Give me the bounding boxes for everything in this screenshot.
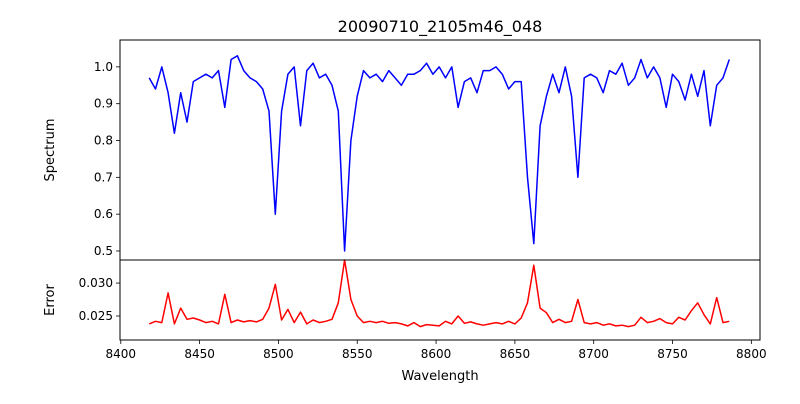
- chart-title: 20090710_2105m46_048: [338, 17, 543, 37]
- spectrum-axes: 0.5 0.6 0.7 0.8 0.9 1.0: [94, 39, 761, 261]
- xtick-label: 8800: [736, 347, 767, 361]
- ytick-label: 0.9: [94, 97, 113, 111]
- error-axes: 0.025 0.030 8400 8450 8500 8550 8600 8650 8700 87…: [79, 259, 767, 361]
- xtick-label: 8500: [263, 347, 294, 361]
- xtick-label: 8650: [500, 347, 531, 361]
- error-ylabel: Error: [43, 284, 58, 316]
- ytick-label: 0.5: [94, 244, 113, 258]
- axes-frame: [119, 259, 761, 341]
- xlabel: Wavelength: [401, 369, 478, 384]
- ytick-label: 0.8: [94, 134, 113, 148]
- ytick-label: 0.025: [79, 309, 113, 323]
- ytick-label: 1.0: [94, 60, 113, 74]
- xtick-label: 8550: [342, 347, 373, 361]
- error-line: [148, 259, 730, 328]
- spectrum-line: [148, 55, 731, 252]
- spectrum-ylabel: Spectrum: [43, 119, 58, 182]
- xtick-label: 8750: [657, 347, 688, 361]
- xtick-label: 8400: [106, 347, 137, 361]
- xtick-label: 8600: [421, 347, 452, 361]
- xtick-label: 8700: [578, 347, 609, 361]
- ytick-label: 0.7: [94, 170, 113, 184]
- xtick-label: 8450: [184, 347, 215, 361]
- ytick-label: 0.030: [79, 276, 113, 290]
- ytick-label: 0.6: [94, 207, 113, 221]
